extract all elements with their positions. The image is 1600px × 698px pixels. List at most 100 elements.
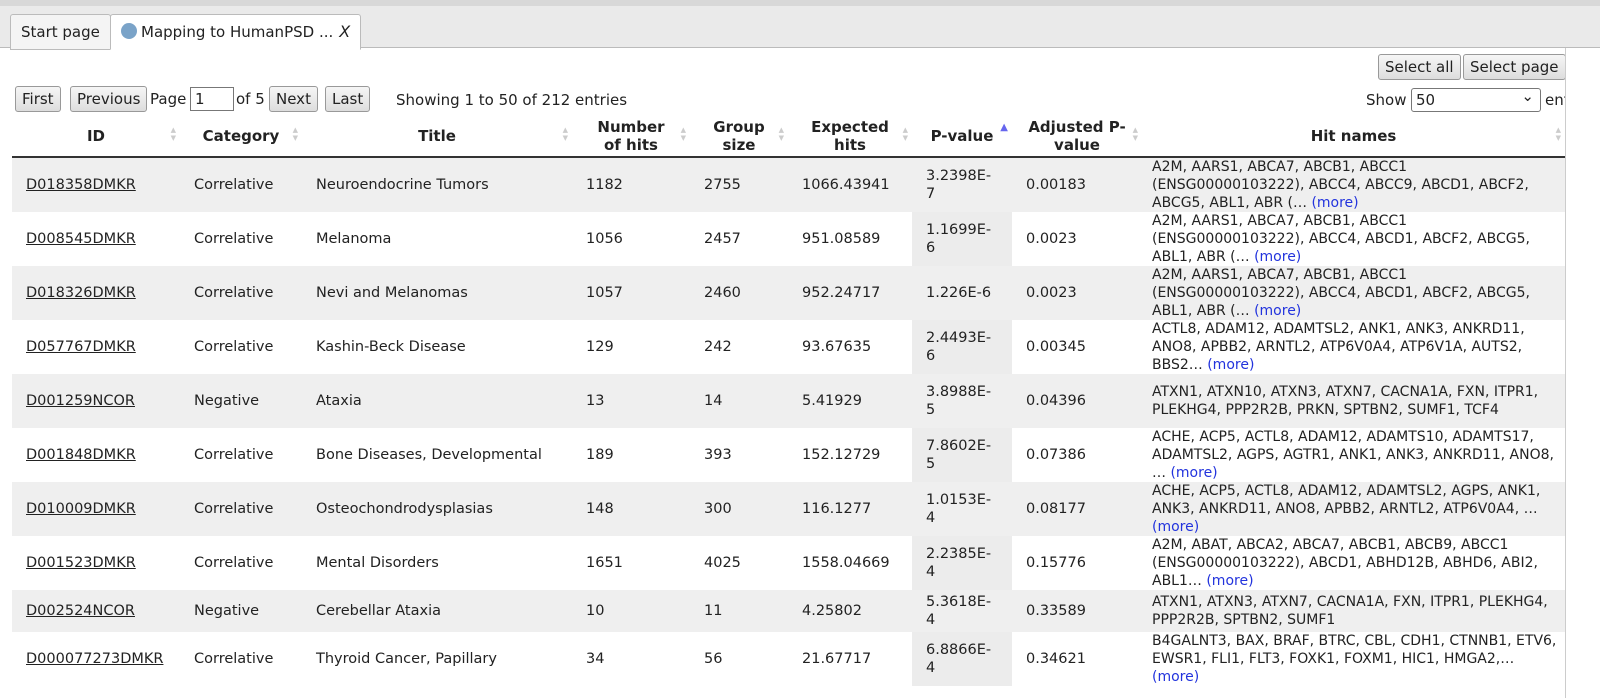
table-cell: 1558.04669 — [802, 555, 890, 571]
more-link[interactable]: (more) — [1206, 573, 1254, 589]
table-cell: Correlative — [194, 555, 274, 571]
hit-names-cell: ACHE, ACP5, ACTL8, ADAM12, ADAMTSL2, AGP… — [1142, 482, 1565, 536]
tab-icon — [121, 23, 137, 39]
more-link[interactable]: (more) — [1207, 357, 1255, 373]
page-count: of 5 — [236, 90, 265, 108]
column-header[interactable]: Number of hits — [572, 116, 690, 158]
table-cell: 1.226E-6 — [912, 266, 1012, 320]
table-cell: D010009DMKR — [12, 482, 180, 536]
next-button[interactable]: Next — [269, 86, 318, 112]
page-label: Page — [150, 90, 187, 108]
table-row: D010009DMKR Correlative Osteochondrodyspla… — [12, 482, 1565, 536]
table-cell: 951.08589 — [802, 231, 881, 247]
table-cell: Osteochondrodysplasias — [302, 482, 572, 536]
id-link[interactable]: D010009DMKR — [26, 501, 136, 517]
table-cell: 14 — [690, 374, 788, 428]
table-cell: 4025 — [704, 555, 741, 571]
table-cell: 4.25802 — [788, 590, 912, 632]
hit-names: A2M, ABAT, ABCA2, ABCA7, ABCB1, ABCB9, A… — [1152, 537, 1538, 589]
more-link[interactable]: (more) — [1254, 249, 1302, 265]
table-row: D018358DMKR Correlative Neuroendocrine Tum… — [12, 157, 1565, 212]
first-button[interactable]: First — [15, 86, 61, 112]
table-cell: 1057 — [572, 266, 690, 320]
hit-names-cell: A2M, AARS1, ABCA7, ABCB1, ABCC1 (ENSG000… — [1142, 266, 1565, 320]
id-link[interactable]: D018358DMKR — [26, 177, 136, 193]
table-cell: 10 — [572, 590, 690, 632]
table-cell: 13 — [572, 374, 690, 428]
table-cell: D002524NCOR — [12, 590, 180, 632]
table-cell: 148 — [572, 482, 690, 536]
column-header[interactable]: Category — [180, 116, 302, 158]
table-cell: 7.8602E-5 — [912, 428, 1012, 482]
column-header[interactable]: Group size — [690, 116, 788, 158]
page-size-select[interactable]: 50 — [1411, 85, 1541, 112]
table-cell: Mental Disorders — [316, 555, 439, 571]
tab[interactable]: Start page — [10, 14, 111, 50]
table-row: D008545DMKR Correlative Melanoma 1056 2457 95… — [12, 212, 1565, 266]
table-cell: 152.12729 — [802, 447, 881, 463]
table-cell: Correlative — [194, 651, 274, 667]
table-cell: 1066.43941 — [788, 157, 912, 212]
last-button[interactable]: Last — [325, 86, 371, 112]
table-cell: 1651 — [586, 555, 623, 571]
table-cell: 3.8988E-5 — [912, 374, 1012, 428]
table-cell: 0.00345 — [1026, 339, 1086, 355]
hit-names: ACTL8, ADAM12, ADAMTSL2, ANK1, ANK3, ANK… — [1152, 321, 1525, 373]
table-cell: 1.0153E-4 — [912, 482, 1012, 536]
id-link[interactable]: D000077273DMKR — [26, 651, 164, 667]
table-cell: 5.41929 — [788, 374, 912, 428]
select-all-button[interactable]: Select all — [1378, 54, 1461, 80]
table-cell: Thyroid Cancer, Papillary — [316, 651, 497, 667]
tab-active[interactable]: Mapping to HumanPSD ... X — [110, 14, 362, 50]
tab-label: Mapping to HumanPSD ... — [141, 23, 334, 41]
table-cell: Neuroendocrine Tumors — [302, 157, 572, 212]
column-header[interactable]: Title — [302, 116, 572, 158]
previous-button[interactable]: Previous — [70, 86, 148, 112]
hit-names: A2M, AARS1, ABCA7, ABCB1, ABCC1 (ENSG000… — [1152, 267, 1530, 319]
id-link[interactable]: D001523DMKR — [26, 555, 136, 571]
column-header[interactable]: Adjusted P-value — [1012, 116, 1142, 158]
table-row: D001523DMKR Correlative Mental Disorders 16… — [12, 536, 1565, 590]
id-link[interactable]: D001848DMKR — [26, 447, 136, 463]
column-header[interactable]: Expected hits — [788, 116, 912, 158]
table-cell: D057767DMKR — [12, 320, 180, 374]
id-link[interactable]: D001259NCOR — [26, 393, 135, 409]
id-link[interactable]: D002524NCOR — [26, 603, 135, 619]
column-header[interactable]: ID — [12, 116, 180, 158]
table-cell: 0.00183 — [1012, 157, 1142, 212]
page-input[interactable]: 1 — [190, 87, 234, 111]
column-header[interactable]: Hit names — [1142, 116, 1565, 158]
id-link[interactable]: D008545DMKR — [26, 231, 136, 247]
table-cell: Correlative — [194, 339, 274, 355]
table-cell: 116.1277 — [788, 482, 912, 536]
table-cell: 2457 — [704, 231, 741, 247]
hit-names: B4GALNT3, BAX, BRAF, BTRC, CBL, CDH1, CT… — [1152, 633, 1557, 667]
table-cell: Nevi and Melanomas — [302, 266, 572, 320]
column-header[interactable]: P-value — [912, 116, 1012, 158]
select-page-button[interactable]: Select page — [1463, 54, 1566, 80]
more-link[interactable]: (more) — [1311, 195, 1359, 211]
table-cell: Kashin-Beck Disease — [316, 339, 466, 355]
id-link[interactable]: D018326DMKR — [26, 285, 136, 301]
hit-names-cell: ACHE, ACP5, ACTL8, ADAM12, ADAMTS10, ADA… — [1142, 428, 1565, 482]
table-cell: Correlative — [180, 266, 302, 320]
table-cell: Correlative — [194, 231, 274, 247]
table-row: D001848DMKR Correlative Bone Diseases, Dev… — [12, 428, 1565, 482]
hit-names-cell: B4GALNT3, BAX, BRAF, BTRC, CBL, CDH1, CT… — [1142, 632, 1565, 686]
hit-names: ATXN1, ATXN3, ATXN7, CACNA1A, FXN, ITPR1… — [1152, 594, 1548, 628]
close-tab[interactable]: X — [339, 22, 351, 41]
hit-names-cell: A2M, AARS1, ABCA7, ABCB1, ABCC1 (ENSG000… — [1142, 212, 1565, 266]
hit-names-cell: ATXN1, ATXN3, ATXN7, CACNA1A, FXN, ITPR1… — [1142, 590, 1565, 632]
more-link[interactable]: (more) — [1254, 303, 1302, 319]
hit-names-cell: A2M, AARS1, ABCA7, ABCB1, ABCC1 (ENSG000… — [1142, 157, 1565, 212]
more-link[interactable]: (more) — [1152, 669, 1200, 685]
table-cell: 1182 — [572, 157, 690, 212]
table-cell: D000077273DMKR — [12, 632, 180, 686]
table-cell: 0.34621 — [1026, 651, 1086, 667]
table-cell: Negative — [180, 374, 302, 428]
table-cell: D001523DMKR — [12, 536, 180, 590]
more-link[interactable]: (more) — [1170, 465, 1218, 481]
more-link[interactable]: (more) — [1152, 519, 1200, 535]
hit-names: ACHE, ACP5, ACTL8, ADAM12, ADAMTS10, ADA… — [1152, 429, 1554, 481]
id-link[interactable]: D057767DMKR — [26, 339, 136, 355]
